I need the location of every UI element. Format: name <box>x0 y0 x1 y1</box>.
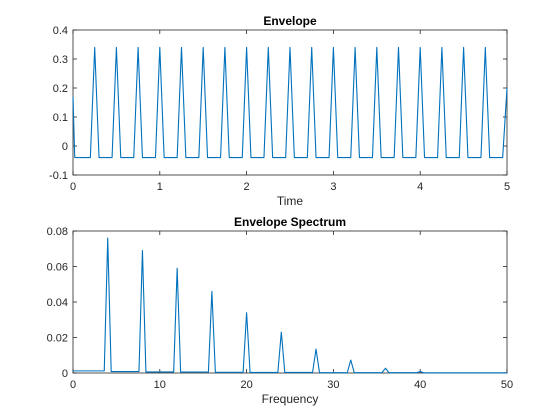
spectrum-plot-area <box>72 230 508 374</box>
envelope-ytick-label: 0.3 <box>53 54 68 66</box>
envelope-xtick-label: 2 <box>244 181 250 193</box>
spectrum-ytick-label: 0.04 <box>47 297 68 309</box>
spectrum-xtick-label: 10 <box>154 379 166 391</box>
envelope-xlabel: Time <box>277 194 304 208</box>
envelope-xtick-label: 3 <box>330 181 336 193</box>
spectrum-series-line <box>73 237 507 374</box>
envelope-xtick-label: 1 <box>157 181 163 193</box>
envelope-ytick-label: 0.2 <box>53 83 68 95</box>
envelope-xtick-label: 4 <box>417 181 423 193</box>
envelope-xtick-label: 5 <box>504 181 510 193</box>
spectrum-ytick-label: 0.08 <box>47 226 68 238</box>
spectrum-title: Envelope Spectrum <box>234 215 346 229</box>
spectrum-xtick-label: 40 <box>414 379 426 391</box>
spectrum-xtick-label: 20 <box>240 379 252 391</box>
envelope-spectrum-axes: 0 10 20 30 40 50 0 0.02 0.04 0.06 0.08 Envelope Spe… <box>47 215 514 406</box>
spectrum-xtick-label: 30 <box>327 379 339 391</box>
envelope-ytick-label: 0 <box>62 141 68 153</box>
envelope-ytick-label: -0.1 <box>49 170 68 182</box>
spectrum-ytick-label: 0.06 <box>47 262 68 274</box>
spectrum-ytick-label: 0.02 <box>47 333 68 345</box>
envelope-series-line <box>72 46 508 159</box>
envelope-xtick-label: 0 <box>70 181 76 193</box>
envelope-ytick-label: 0.1 <box>53 112 68 124</box>
envelope-ytick-label: 0.4 <box>53 25 68 37</box>
spectrum-xtick-label: 50 <box>501 379 513 391</box>
spectrum-xtick-label: 0 <box>70 379 76 391</box>
spectrum-ytick-label: 0 <box>62 368 68 380</box>
envelope-title: Envelope <box>263 14 317 28</box>
spectrum-xlabel: Frequency <box>262 392 319 406</box>
